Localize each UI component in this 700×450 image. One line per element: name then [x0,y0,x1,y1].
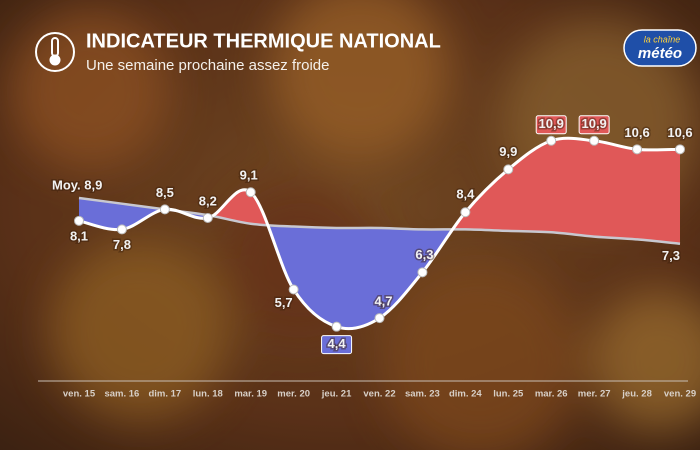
normal-label: 7,3 [662,248,680,263]
point-label: 5,7 [275,295,293,310]
x-tick-label: dim. 24 [449,389,482,400]
highlight-box [321,335,353,355]
point-label: 9,1 [240,168,258,183]
point-label: 4,4 [328,336,347,351]
x-tick-label: mar. 26 [535,389,568,400]
data-point [159,204,170,215]
data-point [245,187,256,198]
data-point [74,215,84,226]
point-label: 7,8 [113,237,131,252]
x-tick-label: jeu. 28 [621,389,652,400]
x-tick-label: mer. 27 [578,389,611,400]
x-tick-label: mer. 20 [277,389,310,400]
point-label: 8,2 [199,193,217,208]
data-point [288,284,299,295]
point-label: 6,3 [415,247,433,262]
x-tick-label: sam. 16 [104,389,139,400]
data-point [116,224,127,235]
brand-top: la chaîne [644,34,681,44]
data-point [331,321,342,332]
brand-bottom: météo [638,45,682,62]
x-tick-label: ven. 15 [63,389,96,400]
point-label: 4,7 [374,294,392,309]
x-tick-label: mar. 19 [234,389,267,400]
chart-title: INDICATEUR THERMIQUE NATIONAL [86,30,441,52]
data-point [675,144,685,155]
highlight-box [578,115,610,135]
data-point [503,164,514,175]
data-point [374,313,385,324]
data-point [632,144,643,155]
data-point [417,267,428,278]
x-tick-label: ven. 29 [664,389,696,400]
point-label: 8,4 [456,187,475,202]
data-point [589,135,600,146]
x-tick-label: jeu. 21 [321,389,352,400]
x-tick-label: lun. 18 [193,389,223,400]
highlight-box [535,115,567,135]
point-label: 10,6 [667,125,692,140]
data-point [546,135,557,146]
point-label: 8,5 [156,185,174,200]
point-label: 10,9 [539,116,564,131]
area-below [79,197,680,329]
x-tick-label: ven. 22 [363,389,395,400]
normal-label: Moy. 8,9 [52,177,102,192]
chart-subtitle: Une semaine prochaine assez froide [86,57,329,74]
x-tick-label: lun. 25 [493,389,524,400]
x-tick-label: dim. 17 [148,389,181,400]
x-tick-label: sam. 23 [405,389,440,400]
data-point [202,212,213,223]
point-label: 10,6 [624,125,649,140]
brand-logo: la chaîne météo [623,29,697,67]
thermometer-icon [35,32,75,72]
data-point [460,207,471,218]
point-label: 10,9 [581,116,606,131]
point-label: 8,1 [70,228,88,243]
point-label: 9,9 [499,144,517,159]
